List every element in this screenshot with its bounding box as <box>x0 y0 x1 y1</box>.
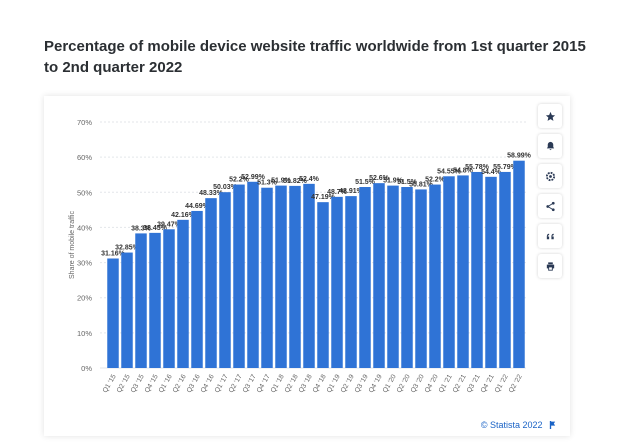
data-label: 51.9% <box>383 178 404 185</box>
y-tick-label: 30% <box>77 259 92 268</box>
flag-icon <box>549 421 556 429</box>
data-label: 51.5% <box>355 179 376 186</box>
data-label: 38.3% <box>131 225 152 232</box>
bar-chart: 0% 10% 20% 30% 40% 50% 60% 70% Share of mobile t… <box>69 118 532 394</box>
data-label: 54.55% <box>437 168 462 175</box>
data-label: 52.2% <box>229 177 250 184</box>
bar <box>499 171 511 368</box>
data-label: 54.4% <box>481 169 502 176</box>
data-label: 31.16% <box>101 250 126 257</box>
gear-icon <box>545 171 555 181</box>
chart-card: 0% 10% 20% 30% 40% 50% 60% 70% Share of mobile t… <box>44 96 570 436</box>
bar <box>373 183 385 368</box>
data-label: 38.45% <box>143 225 168 232</box>
print-button[interactable] <box>538 254 562 278</box>
data-label: 50.03% <box>213 184 238 191</box>
bar <box>233 184 245 368</box>
y-tick-label: 10% <box>77 329 92 338</box>
data-label: 52.99% <box>241 174 266 181</box>
favorite-button[interactable] <box>538 104 562 128</box>
bar <box>121 252 133 368</box>
y-tick-label: 20% <box>77 294 92 303</box>
print-icon <box>546 261 554 271</box>
data-label: 42.16% <box>171 212 196 219</box>
data-label: 50.81% <box>409 181 434 188</box>
data-label: 52.6% <box>369 175 390 182</box>
bar <box>191 210 203 368</box>
y-axis-label: Share of mobile traffic <box>69 211 76 279</box>
data-label: 51.9% <box>271 178 292 185</box>
y-tick-label: 70% <box>77 118 92 127</box>
bar <box>401 187 413 368</box>
bar <box>513 160 525 368</box>
notification-button[interactable] <box>538 134 562 158</box>
chart-toolbar <box>538 104 566 284</box>
data-label: 55.78% <box>465 164 490 171</box>
bar <box>247 181 259 368</box>
bar <box>163 229 175 368</box>
bar <box>289 185 301 368</box>
bar <box>443 176 455 368</box>
y-tick-label: 0% <box>81 364 92 373</box>
data-label: 52.2% <box>425 177 446 184</box>
bar <box>345 196 357 368</box>
credit-text: © Statista 2022 <box>480 420 543 430</box>
data-label: 47.19% <box>311 194 336 201</box>
y-tick-label: 40% <box>77 223 92 232</box>
settings-button[interactable] <box>538 164 562 188</box>
bar <box>457 175 469 368</box>
quote-icon <box>546 233 554 239</box>
data-label: 39.47% <box>157 221 182 228</box>
bar <box>135 233 147 368</box>
y-tick-label: 60% <box>77 153 92 162</box>
data-label: 44.69% <box>185 203 210 210</box>
bell-icon <box>546 141 554 150</box>
data-label: 48.7% <box>327 189 348 196</box>
bar <box>219 192 231 368</box>
data-label: 54.8% <box>453 167 474 174</box>
bar <box>359 187 371 368</box>
data-label: 58.99% <box>507 153 532 160</box>
bar <box>471 171 483 368</box>
bar <box>275 185 287 368</box>
bar <box>107 258 119 368</box>
data-label: 51.3% <box>257 180 278 187</box>
bar <box>261 187 273 368</box>
data-label: 32.85% <box>115 245 140 252</box>
x-tick-label: Q2 '22 <box>508 373 524 394</box>
page-title: Percentage of mobile device website traf… <box>44 38 586 76</box>
y-tick-label: 50% <box>77 188 92 197</box>
bar <box>415 189 427 368</box>
statista-credit[interactable]: © Statista 2022 <box>481 420 556 430</box>
bar <box>303 183 315 368</box>
bar <box>149 232 161 368</box>
data-label: 48.91% <box>339 188 364 195</box>
data-label: 48.33% <box>199 190 224 197</box>
cite-button[interactable] <box>538 224 562 248</box>
data-label: 55.79% <box>493 164 518 171</box>
bar <box>331 196 343 368</box>
data-label: 51.5% <box>397 179 418 186</box>
share-button[interactable] <box>538 194 562 218</box>
bar <box>387 185 399 368</box>
bar <box>205 198 217 368</box>
bar <box>317 202 329 368</box>
data-label: 51.82% <box>283 178 308 185</box>
data-label: 52.4% <box>299 176 320 183</box>
star-icon <box>545 111 555 121</box>
bar <box>177 219 189 368</box>
bar <box>429 184 441 368</box>
bar <box>485 176 497 368</box>
share-icon <box>545 201 555 211</box>
